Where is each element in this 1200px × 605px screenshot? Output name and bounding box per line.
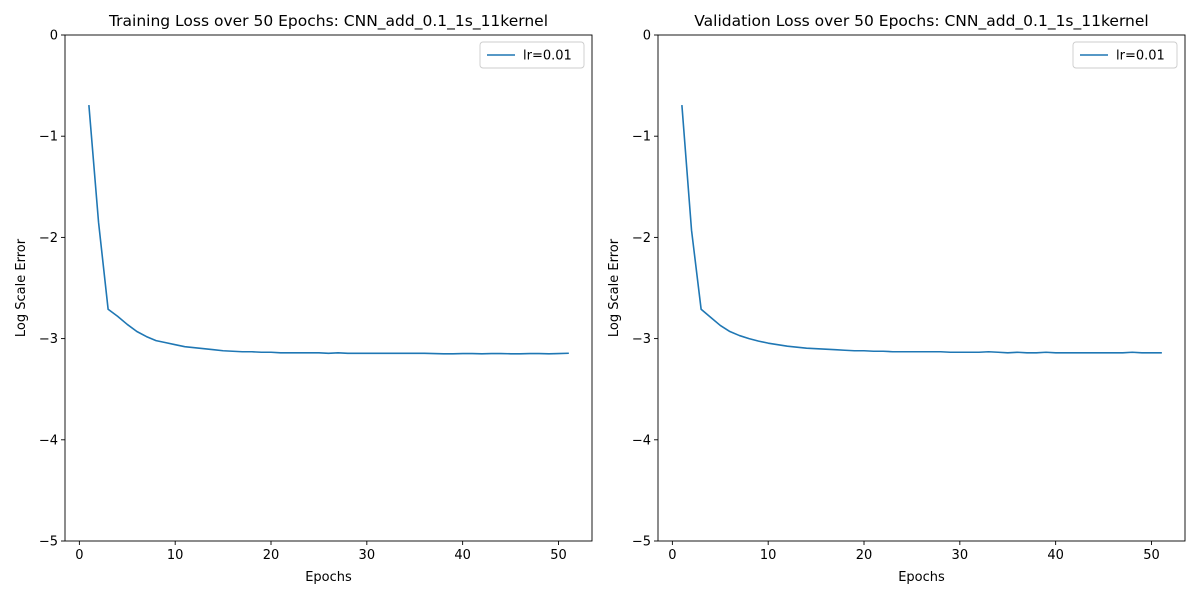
validation-y-tick-label: −2 bbox=[632, 231, 651, 246]
training-y-tick-label: −2 bbox=[39, 231, 58, 246]
training-axes-frame bbox=[64, 34, 593, 542]
training-chart: 0 10 20 30 40 50 0 −1 −2 −3 −4 −5 Training Loss over… bbox=[14, 12, 593, 585]
training-x-tick-label: 50 bbox=[550, 548, 567, 563]
validation-y-axis-label: Log Scale Error bbox=[607, 238, 622, 337]
validation-x-tick-label: 50 bbox=[1143, 548, 1160, 563]
validation-y-tick-label: 0 bbox=[643, 29, 651, 44]
validation-y-tick-label: −5 bbox=[632, 535, 651, 550]
training-x-tick-label: 0 bbox=[75, 548, 83, 563]
training-y-tick-label: −1 bbox=[39, 130, 58, 145]
training-chart-title: Training Loss over 50 Epochs: CNN_add_0.… bbox=[108, 12, 548, 31]
training-y-tick-label: −4 bbox=[39, 433, 58, 448]
validation-chart-title: Validation Loss over 50 Epochs: CNN_add_… bbox=[694, 12, 1148, 31]
validation-x-axis-label: Epochs bbox=[898, 570, 945, 585]
training-x-axis-label: Epochs bbox=[305, 570, 352, 585]
training-legend: lr=0.01 bbox=[479, 41, 585, 69]
training-y-tick-label: −5 bbox=[39, 535, 58, 550]
training-x-tick-label: 30 bbox=[359, 548, 376, 563]
validation-x-tick-label: 30 bbox=[952, 548, 969, 563]
training-x-tick-label: 20 bbox=[263, 548, 280, 563]
validation-x-tick-label: 0 bbox=[668, 548, 676, 563]
training-legend-box bbox=[479, 41, 585, 69]
validation-axes-frame bbox=[657, 34, 1186, 542]
validation-y-tick-label: −4 bbox=[632, 433, 651, 448]
validation-y-tick-label: −3 bbox=[632, 332, 651, 347]
training-x-tick-label: 40 bbox=[454, 548, 471, 563]
training-y-axis-label: Log Scale Error bbox=[14, 238, 29, 337]
validation-y-tick-label: −1 bbox=[632, 130, 651, 145]
validation-series-line bbox=[681, 104, 1162, 354]
validation-legend: lr=0.01 bbox=[1072, 41, 1178, 69]
training-series-line bbox=[88, 104, 569, 355]
validation-legend-label: lr=0.01 bbox=[1116, 49, 1165, 64]
training-y-tick-label: 0 bbox=[50, 29, 58, 44]
training-legend-label: lr=0.01 bbox=[523, 49, 572, 64]
validation-legend-box bbox=[1072, 41, 1178, 69]
validation-x-tick-label: 40 bbox=[1047, 548, 1064, 563]
validation-x-tick-label: 20 bbox=[856, 548, 873, 563]
training-x-tick-label: 10 bbox=[167, 548, 184, 563]
validation-chart: 0 10 20 30 40 50 0 −1 −2 −3 −4 −5 Validation Loss ov… bbox=[607, 12, 1186, 585]
validation-x-tick-label: 10 bbox=[760, 548, 777, 563]
training-y-tick-label: −3 bbox=[39, 332, 58, 347]
